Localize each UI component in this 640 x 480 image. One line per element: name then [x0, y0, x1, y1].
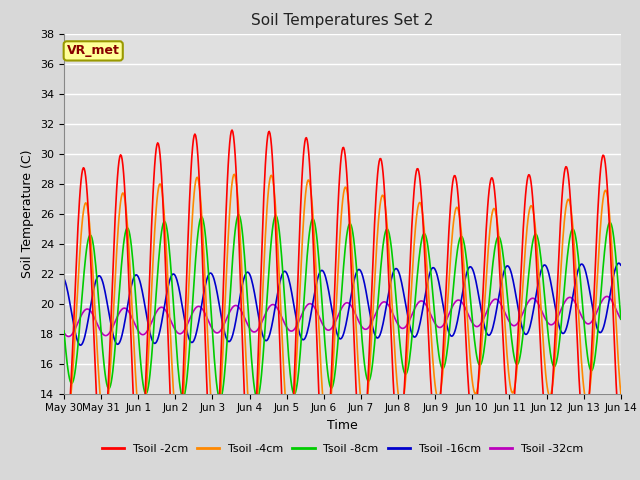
Title: Soil Temperatures Set 2: Soil Temperatures Set 2 — [252, 13, 433, 28]
X-axis label: Time: Time — [327, 419, 358, 432]
Text: VR_met: VR_met — [67, 44, 120, 58]
Y-axis label: Soil Temperature (C): Soil Temperature (C) — [22, 149, 35, 278]
Legend: Tsoil -2cm, Tsoil -4cm, Tsoil -8cm, Tsoil -16cm, Tsoil -32cm: Tsoil -2cm, Tsoil -4cm, Tsoil -8cm, Tsoi… — [97, 439, 588, 458]
